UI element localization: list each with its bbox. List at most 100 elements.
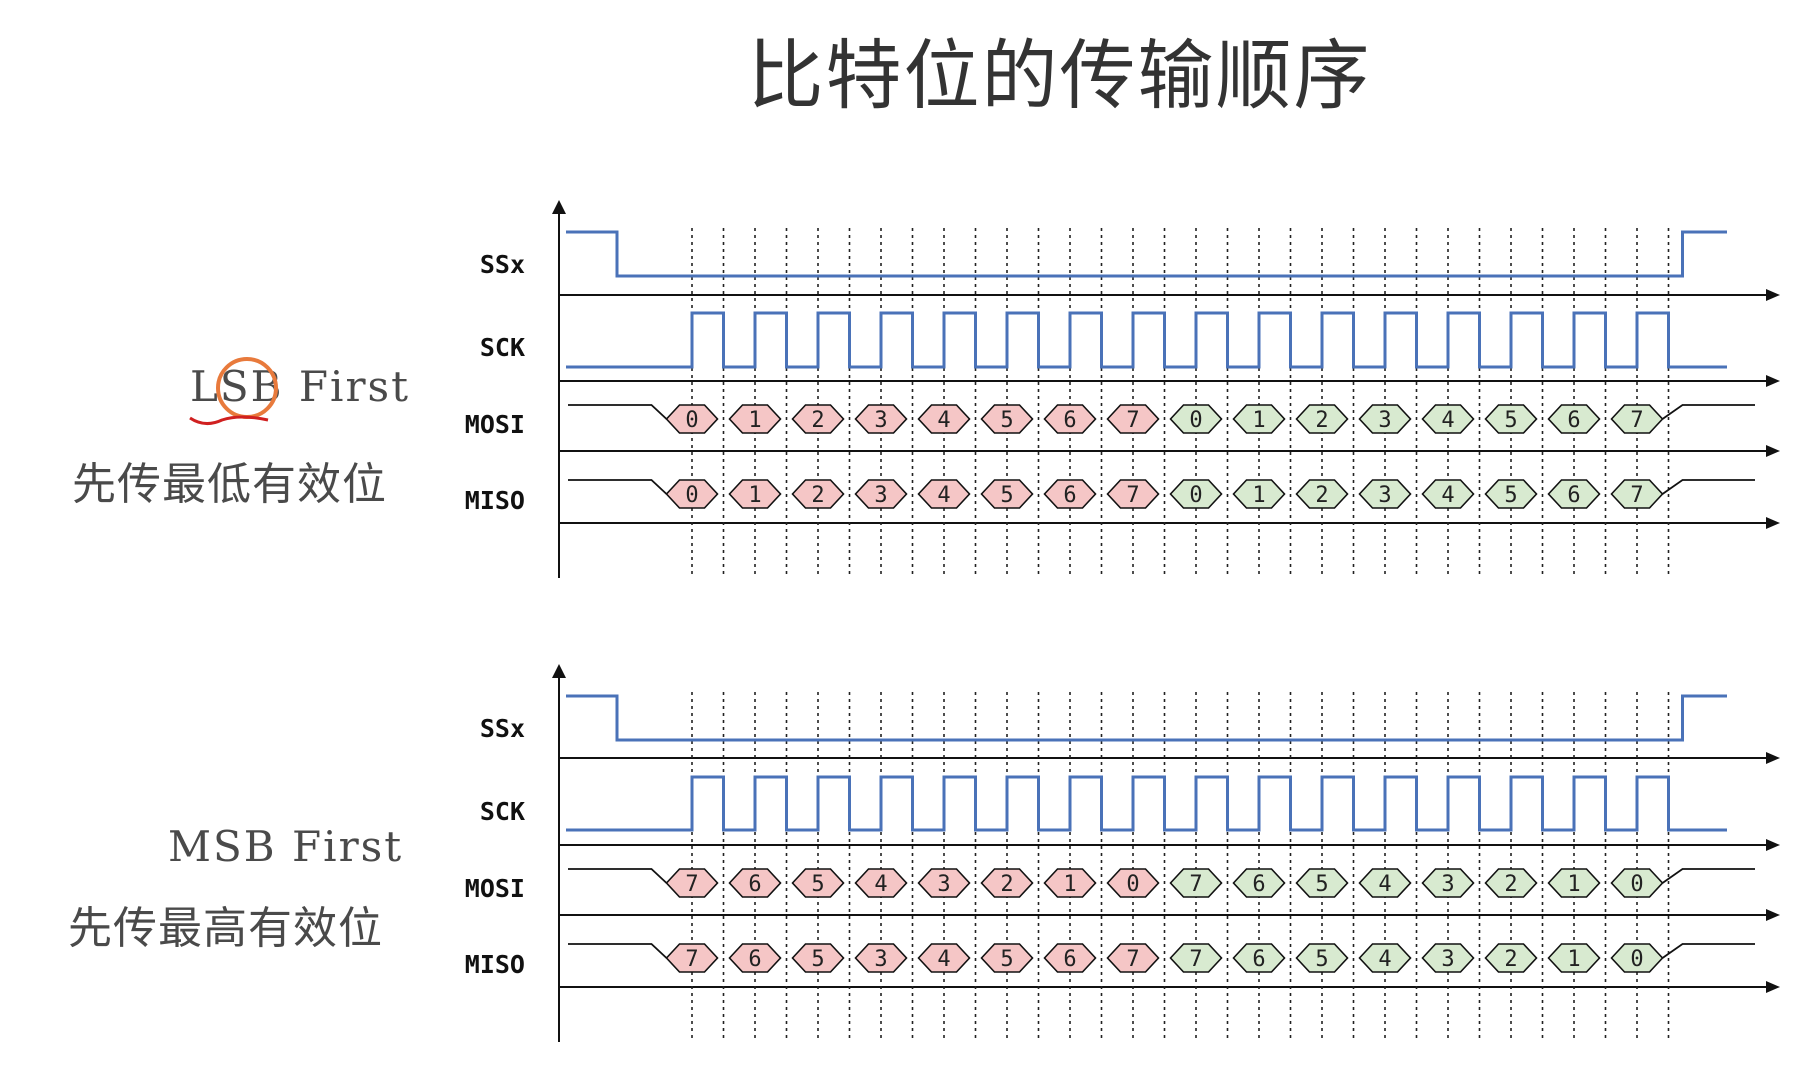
miso-bit-label: 7 [1630,483,1643,508]
vertical-axis-arrow [552,200,566,214]
miso-bit-cell [1106,479,1160,509]
mosi-bit-cell [1043,404,1097,434]
miso-bit-label: 2 [811,483,824,508]
mosi-bit-label: 3 [937,872,950,897]
miso-bit-cell [1043,479,1097,509]
mosi-time-axis-arrow [1766,909,1780,921]
miso-bit-cell [1421,943,1475,973]
miso-bit-cell [1295,943,1349,973]
miso-bit-cell [1232,943,1286,973]
mosi-bit-cell [665,868,719,898]
mosi-bit-label: 4 [1378,872,1391,897]
miso-bit-cell [1169,479,1223,509]
mosi-bit-label: 7 [1126,408,1139,433]
mosi-bit-label: 0 [1126,872,1139,897]
mosi-bit-cell [1484,868,1538,898]
signal-label-mosi: MOSI [465,410,525,439]
mosi-bit-cell [917,404,971,434]
mosi-bit-label: 3 [874,408,887,433]
mosi-bit-label: 5 [811,872,824,897]
miso-bit-cell [854,479,908,509]
mosi-idle-right [1661,868,1755,884]
mosi-bit-cell [1421,868,1475,898]
sck-waveform [566,775,1727,832]
mosi-bit-cell [728,868,782,898]
signal-label-sck: SCK [480,797,525,826]
mosi-bit-label: 0 [1630,872,1643,897]
mosi-bit-label: 3 [1378,408,1391,433]
miso-bit-label: 7 [1126,483,1139,508]
miso-bit-cell [1547,943,1601,973]
mosi-bit-cell [980,868,1034,898]
mosi-bit-label: 1 [1063,872,1076,897]
miso-bit-label: 3 [874,947,887,972]
miso-bit-label: 1 [748,483,761,508]
ssx-time-axis-arrow [1766,752,1780,764]
miso-bit-cell [1484,479,1538,509]
mosi-idle-right [1661,404,1755,420]
mosi-bit-cell [1358,868,1412,898]
mosi-bit-cell [854,404,908,434]
mosi-bit-cell [1547,868,1601,898]
miso-bit-cell [1610,479,1664,509]
mosi-bit-cell [917,868,971,898]
mosi-bit-label: 2 [1504,872,1517,897]
mosi-bit-label: 1 [1252,408,1265,433]
mosi-bit-label: 6 [1567,408,1580,433]
miso-bit-label: 0 [685,483,698,508]
mosi-time-axis-arrow [1766,445,1780,457]
mosi-bit-cell [1610,404,1664,434]
mosi-bit-label: 3 [1441,872,1454,897]
mosi-bit-cell [1169,404,1223,434]
mosi-bit-cell [1484,404,1538,434]
miso-bit-cell [1169,943,1223,973]
mosi-bit-cell [1043,868,1097,898]
miso-bit-label: 7 [1189,947,1202,972]
miso-bit-label: 4 [937,947,950,972]
miso-bit-label: 3 [1378,483,1391,508]
miso-bit-label: 6 [1567,483,1580,508]
miso-bit-cell [1358,943,1412,973]
mosi-bit-label: 4 [1441,408,1454,433]
miso-bit-cell [791,479,845,509]
mosi-bit-label: 1 [1567,872,1580,897]
msb-first-label: MSB First [168,822,404,871]
miso-bit-label: 3 [1441,947,1454,972]
miso-bit-cell [1043,943,1097,973]
miso-bit-label: 5 [1000,483,1013,508]
msb-first-timing-diagram: SSx SCK MOSI MISO 7 6 5 4 3 2 1 0 7 6 5 4 3 2 1 0 7 6 5 3 4 5 6 7 7 6… [465,664,1780,1042]
miso-bit-label: 1 [1567,947,1580,972]
mosi-bit-label: 0 [685,408,698,433]
miso-bit-cell [1295,479,1349,509]
miso-bit-label: 2 [1315,483,1328,508]
signal-label-ssx: SSx [480,714,525,743]
miso-bit-label: 6 [1063,947,1076,972]
miso-bit-label: 5 [1504,483,1517,508]
signal-label-ssx: SSx [480,250,525,279]
miso-idle-right [1661,479,1755,495]
mosi-bit-label: 2 [1315,408,1328,433]
miso-bit-label: 0 [1630,947,1643,972]
mosi-bit-cell [1421,404,1475,434]
mosi-bit-cell [1295,868,1349,898]
mosi-bit-label: 1 [748,408,761,433]
mosi-bit-label: 5 [1315,872,1328,897]
sck-time-axis-arrow [1766,839,1780,851]
mosi-idle-left [568,404,668,420]
mosi-bit-cell [1295,404,1349,434]
mosi-bit-label: 2 [1000,872,1013,897]
miso-bit-label: 4 [1441,483,1454,508]
mosi-bit-label: 2 [811,408,824,433]
mosi-bit-label: 5 [1000,408,1013,433]
miso-bit-label: 6 [748,947,761,972]
miso-idle-left [568,479,668,495]
signal-label-mosi: MOSI [465,874,525,903]
miso-bit-cell [1358,479,1412,509]
miso-bit-label: 2 [1504,947,1517,972]
signal-label-miso: MISO [465,486,525,515]
miso-bit-cell [728,943,782,973]
miso-bit-cell [1547,479,1601,509]
miso-bit-label: 5 [811,947,824,972]
miso-bit-cell [728,479,782,509]
